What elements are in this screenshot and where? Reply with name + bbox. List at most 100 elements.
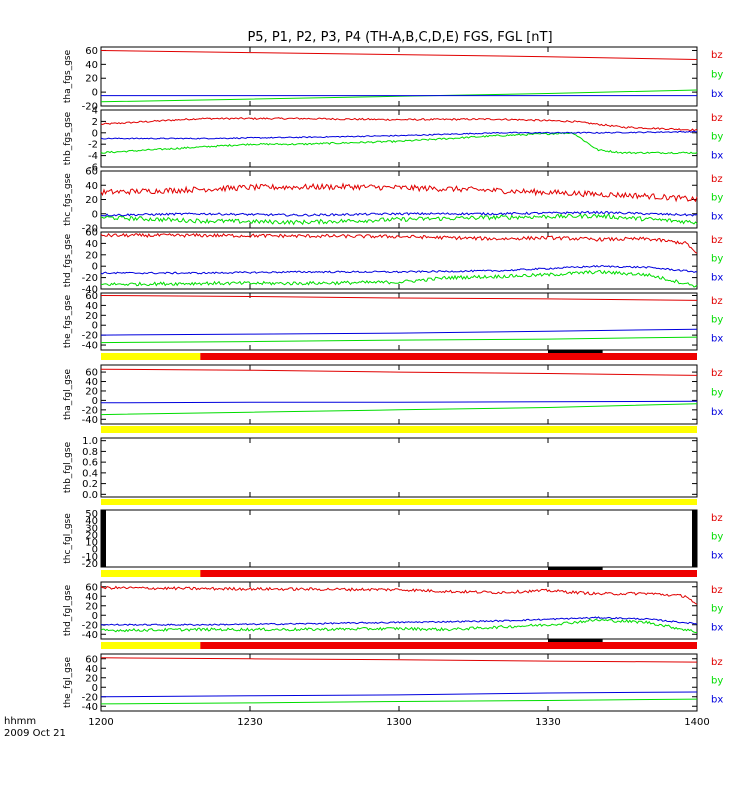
series-bz-line xyxy=(100,295,698,301)
series-bz-line xyxy=(100,50,698,60)
series-bz-line xyxy=(100,117,698,132)
y-tick-label: 20 xyxy=(85,311,98,322)
legend-bz: bz xyxy=(711,296,723,307)
legend-by: by xyxy=(711,132,723,143)
panel-label: the_fgl_gse xyxy=(63,656,73,708)
legend-bx: bx xyxy=(711,150,723,161)
y-tick-label: 40 xyxy=(85,239,98,250)
y-tick-label: 60 xyxy=(85,291,98,302)
series-bx-line xyxy=(100,210,698,217)
y-tick-label: 20 xyxy=(85,195,98,206)
status-bar-segment xyxy=(101,570,201,577)
legend-bz: bz xyxy=(711,513,723,524)
series-by-line xyxy=(100,89,698,103)
panel-label: the_fgs_gse xyxy=(63,294,73,348)
y-tick-label: 40 xyxy=(85,664,98,675)
y-tick-label: 60 xyxy=(85,582,98,593)
y-tick-label: 40 xyxy=(85,60,98,71)
status-bar-segment xyxy=(200,353,698,360)
series-bx-line xyxy=(100,328,698,336)
y-tick-label: 0.8 xyxy=(82,447,98,458)
series-bz-line xyxy=(100,232,698,254)
panel-frame xyxy=(100,581,698,640)
y-tick-label: 20 xyxy=(85,250,98,261)
y-tick-label: 20 xyxy=(85,601,98,612)
series-by-line xyxy=(100,403,698,416)
y-tick-label: -20 xyxy=(82,224,98,235)
y-tick-label: 0.0 xyxy=(82,490,98,501)
data-edge-marker xyxy=(101,510,106,567)
y-tick-label: 60 xyxy=(85,167,98,178)
legend-bz: bz xyxy=(711,585,723,596)
legend-bx: bx xyxy=(711,550,723,561)
panel-label: thb_fgs_gse xyxy=(63,111,73,165)
y-tick-label: 40 xyxy=(85,301,98,312)
legend-bx: bx xyxy=(711,211,723,222)
legend-bx: bx xyxy=(711,272,723,283)
y-tick-label: 2 xyxy=(92,117,98,128)
y-tick-label: 60 xyxy=(85,46,98,57)
y-tick-label: 0 xyxy=(92,88,98,99)
series-bz-line xyxy=(100,585,698,605)
y-tick-label: 0 xyxy=(92,262,98,273)
panel-frame xyxy=(100,292,698,351)
series-by-line xyxy=(100,698,698,705)
panel-label: thd_fgl_gse xyxy=(63,584,73,636)
y-tick-label: 1.0 xyxy=(82,436,98,447)
y-tick-label: -40 xyxy=(82,285,98,296)
status-bar-mark xyxy=(548,350,603,353)
panel-label: thc_fgs_gse xyxy=(63,173,73,226)
x-tick-label: 1230 xyxy=(237,717,262,728)
y-tick-label: 0 xyxy=(92,396,98,407)
y-tick-label: 0 xyxy=(92,611,98,622)
y-tick-label: -20 xyxy=(82,620,98,631)
status-bar-mark xyxy=(548,639,603,642)
y-tick-label: 0 xyxy=(92,683,98,694)
y-tick-label: 20 xyxy=(85,530,98,541)
y-tick-label: -20 xyxy=(82,273,98,284)
series-by-line xyxy=(100,131,698,155)
legend-bx: bx xyxy=(711,407,723,418)
y-tick-label: 60 xyxy=(85,368,98,379)
x-tick-label: 1330 xyxy=(535,717,560,728)
series-by-line xyxy=(100,213,698,226)
series-bx-line xyxy=(100,264,698,275)
y-tick-label: -20 xyxy=(82,405,98,416)
status-bar-mark xyxy=(548,567,603,570)
y-tick-label: 10 xyxy=(85,538,98,549)
panel-label: thc_fgl_gse xyxy=(63,513,73,564)
y-tick-label: 60 xyxy=(85,654,98,665)
series-bz-line xyxy=(100,368,698,376)
y-tick-label: 20 xyxy=(85,74,98,85)
y-tick-label: -40 xyxy=(82,702,98,713)
series-by-line xyxy=(100,336,698,344)
y-tick-label: 40 xyxy=(85,516,98,527)
legend-bx: bx xyxy=(711,89,723,100)
legend-by: by xyxy=(711,676,723,687)
y-tick-label: -40 xyxy=(82,415,98,426)
legend-bx: bx xyxy=(711,622,723,633)
series-by-line xyxy=(100,269,698,288)
y-tick-label: -20 xyxy=(82,102,98,113)
legend-bx: bx xyxy=(711,333,723,344)
panel-frame xyxy=(100,509,698,568)
series-bx-line xyxy=(100,130,698,140)
y-tick-label: 60 xyxy=(85,228,98,239)
series-bx-line xyxy=(100,616,698,626)
time-format-label: hhmm xyxy=(4,716,37,727)
panel-frame xyxy=(100,46,698,107)
legend-by: by xyxy=(711,70,723,81)
legend-bx: bx xyxy=(711,694,723,705)
legend-bz: bz xyxy=(711,657,723,668)
legend-by: by xyxy=(711,532,723,543)
legend-bz: bz xyxy=(711,174,723,185)
x-tick-label: 1400 xyxy=(684,717,709,728)
y-tick-label: 0 xyxy=(92,128,98,139)
x-tick-label: 1300 xyxy=(386,717,411,728)
y-tick-label: 4 xyxy=(92,106,98,117)
y-tick-label: -10 xyxy=(82,552,98,563)
data-edge-marker xyxy=(692,510,697,567)
status-bar-segment xyxy=(101,642,201,649)
x-tick-label: 1200 xyxy=(88,717,113,728)
y-tick-label: 0 xyxy=(92,545,98,556)
